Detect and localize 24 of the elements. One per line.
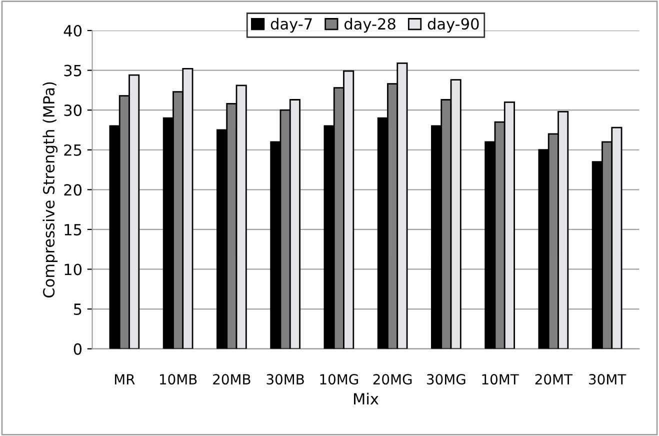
legend-label: day-28 (344, 18, 396, 33)
x-tick-label: MR (114, 374, 135, 384)
x-tick-label: 10MG (320, 374, 358, 385)
y-axis-title: Compressive Strength (MPa) (42, 82, 58, 298)
legend-label: day-90 (428, 18, 479, 33)
y-tick-label: 20 (64, 184, 82, 196)
x-tick-label: 20MB (213, 374, 250, 385)
y-tick-label: 10 (64, 264, 82, 276)
y-tick-label: 15 (64, 224, 82, 236)
x-tick-label: 30MG (427, 374, 466, 385)
y-tick-label: 5 (74, 304, 82, 316)
y-tick-label: 40 (64, 24, 82, 37)
y-tick-label: 30 (64, 104, 82, 116)
x-tick-label: 20MG (373, 374, 412, 385)
x-tick-label: 10MB (160, 374, 197, 385)
x-axis-title: Mix (354, 392, 378, 404)
x-tick-label: 30MB (266, 374, 304, 385)
x-tick-label: 10MT (482, 374, 519, 385)
x-tick-label: 30MT (589, 374, 626, 385)
y-tick-label: 0 (74, 343, 82, 355)
y-tick-label: 35 (64, 64, 82, 76)
legend-label: day-7 (270, 18, 312, 33)
y-tick-label: 25 (64, 144, 82, 156)
x-tick-label: 20MT (535, 374, 573, 385)
